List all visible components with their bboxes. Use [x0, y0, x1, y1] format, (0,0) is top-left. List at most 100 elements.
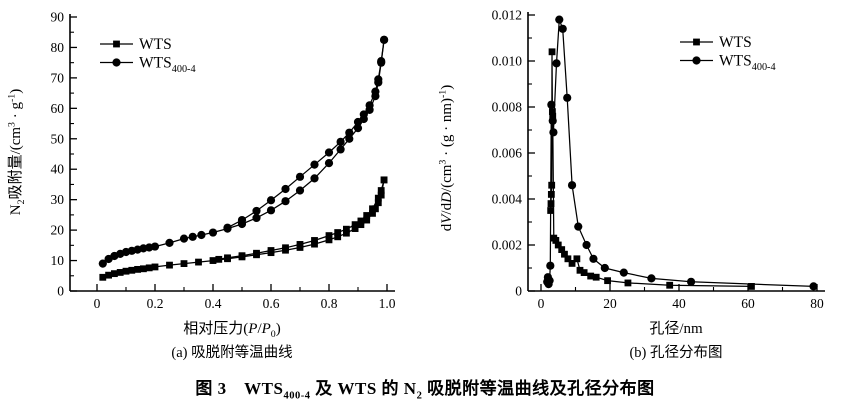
data-point-marker-WTS	[296, 241, 304, 248]
data-point-marker-WTS	[554, 241, 562, 249]
y-tick-label: 0.002	[492, 238, 522, 253]
data-point-marker-WTS400-4	[353, 124, 363, 133]
legend: WTS WTS400-4	[100, 36, 196, 75]
data-point-marker-WTS400-4-legend	[112, 58, 121, 67]
data-point-marker-WTS	[624, 279, 632, 287]
data-point-marker-WTS	[195, 258, 202, 266]
data-point-marker-WTS400-4	[353, 117, 363, 127]
data-point-marker-WTS400-4	[548, 116, 557, 125]
data-point-marker-WTS400-4	[324, 159, 334, 168]
data-point-marker-WTS	[267, 247, 275, 254]
y-tick-label: 0.008	[492, 100, 523, 115]
data-point-marker-WTS400-4	[310, 174, 319, 183]
data-point-marker-WTS400-4	[208, 228, 218, 237]
data-point-marker-WTS400-4	[188, 232, 197, 241]
data-point-marker-WTS	[580, 269, 588, 276]
data-point-marker-WTS	[253, 249, 260, 257]
data-point-marker-WTS400-4	[336, 145, 345, 154]
x-axis-title: 孔径/nm	[649, 320, 703, 337]
series-WTS	[99, 176, 388, 281]
data-point-marker-WTS	[334, 229, 342, 236]
data-point-marker-WTS	[145, 264, 153, 272]
data-point-marker-WTS400-4	[555, 15, 564, 24]
data-point-marker-WTS	[587, 272, 595, 280]
x-tick-label: 0	[538, 296, 545, 311]
y-tick-label: 0	[515, 284, 522, 299]
data-point-marker-WTS	[311, 240, 318, 248]
x-tick-label: 80	[810, 296, 824, 311]
series-WTS	[547, 48, 755, 290]
figure-title: 图 3 WTS400-4 及 WTS 的 N2 吸脱附等温曲线及孔径分布图	[0, 374, 850, 402]
data-point-marker-WTS	[573, 255, 581, 263]
data-point-marker-WTS	[380, 176, 388, 184]
data-point-marker-WTS	[224, 254, 231, 262]
series-WTS-distribution-line	[550, 51, 752, 288]
legend-label-WTS400-4: WTS400-4	[719, 53, 776, 73]
data-point-marker-WTS400-4	[377, 57, 386, 66]
data-point-marker-WTS	[311, 237, 318, 244]
data-point-marker-WTS	[351, 221, 359, 229]
data-point-marker-WTS	[552, 237, 560, 244]
x-tick-label: 20	[603, 296, 617, 311]
data-point-marker-WTS	[282, 244, 289, 252]
data-point-marker-WTS400-4	[345, 128, 354, 137]
series-WTS400-4	[543, 15, 818, 291]
data-point-marker-WTS400-4	[546, 261, 555, 270]
data-point-marker-WTS	[592, 273, 600, 281]
y-tick-label: 40	[51, 162, 65, 177]
data-point-marker-WTS400-4	[380, 35, 389, 44]
data-point-marker-WTS400-4	[563, 93, 572, 102]
data-point-marker-WTS400-4	[365, 101, 374, 110]
data-point-marker-WTS	[180, 260, 188, 267]
x-tick-label: 0.2	[147, 296, 164, 311]
data-point-marker-WTS400-4	[281, 197, 290, 206]
data-point-marker-WTS	[748, 283, 755, 290]
y-tick-label: 0.012	[492, 8, 522, 23]
data-point-marker-WTS	[325, 236, 333, 244]
data-point-marker-WTS400-4	[150, 242, 160, 251]
data-point-marker-WTS	[564, 255, 572, 263]
y-tick-label: 0.006	[492, 146, 523, 161]
axes: 0 0.2 0.4 0.6 0.8 1.0 0 10 20 30 40 50 60 70 80 90	[51, 10, 396, 312]
data-point-marker-WTS	[140, 265, 147, 273]
data-point-marker-WTS	[116, 269, 124, 276]
data-point-marker-WTS400-4	[374, 75, 383, 84]
data-point-marker-WTS	[576, 266, 584, 274]
data-point-marker-WTS	[99, 273, 107, 281]
data-point-marker-WTS400-4	[295, 172, 305, 181]
data-point-marker-WTS	[561, 250, 568, 258]
data-point-marker-WTS	[357, 221, 365, 229]
x-tick-label: 1.0	[379, 296, 396, 311]
data-point-marker-WTS	[604, 277, 611, 285]
y-tick-label: 70	[51, 70, 65, 85]
y-tick-label: 90	[51, 10, 65, 25]
data-point-marker-WTS	[666, 281, 674, 289]
y-tick-label: 20	[51, 223, 65, 238]
data-point-marker-WTS400-4	[809, 282, 818, 291]
data-point-marker-WTS	[134, 265, 141, 273]
data-point-marker-WTS400-4	[558, 24, 567, 33]
data-point-marker-WTS400-4	[266, 206, 276, 215]
y-tick-label: 0	[57, 284, 64, 299]
series-WTS400-4	[98, 35, 389, 268]
x-tick-label: 40	[672, 296, 686, 311]
legend-label-WTS: WTS	[719, 34, 752, 51]
title-segment: 2	[416, 390, 423, 402]
data-point-marker-WTS	[374, 194, 382, 202]
data-point-marker-WTS400-4	[567, 181, 577, 190]
data-point-marker-WTS	[377, 187, 385, 194]
data-point-marker-WTS400-4	[252, 206, 261, 216]
panel-caption: (a) 吸脱附等温曲线	[171, 343, 292, 361]
data-point-marker-WTS400-4	[223, 223, 232, 232]
title-segment: 400-4	[283, 390, 311, 402]
panel-caption: (b) 孔径分布图	[629, 344, 722, 361]
data-point-marker-WTS400-4	[359, 110, 368, 119]
y-tick-label: 60	[51, 101, 65, 116]
series-WTS400-4-desorption-line	[227, 39, 385, 229]
y-tick-label: 80	[51, 40, 65, 55]
data-point-marker-WTS400-4	[281, 184, 290, 194]
y-tick-label: 50	[51, 131, 65, 146]
pore-distribution-chart: 0 20 40 60 80 0 0.002 0.004 0.006 0.008 0.010 0.012…	[438, 8, 825, 361]
data-point-marker-WTS400-4	[549, 128, 558, 137]
data-point-marker-WTS400-4	[98, 259, 107, 268]
